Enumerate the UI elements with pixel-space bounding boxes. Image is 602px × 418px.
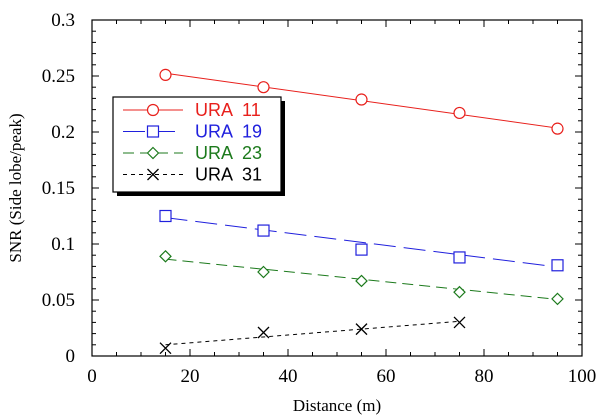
- y-tick-labels: 0 0.05 0.1 0.15 0.2 0.25 0.3: [42, 10, 75, 367]
- legend-label-ura-11: URA 11: [195, 100, 261, 120]
- data-point-ura-23: [159, 249, 172, 263]
- x-tick-label: 100: [568, 366, 597, 387]
- data-point-ura-11: [159, 68, 172, 81]
- data-point-ura-23: [551, 292, 564, 306]
- data-point-ura-23: [453, 285, 466, 299]
- axis-ticks: [91, 19, 583, 357]
- x-tick-label: 20: [181, 366, 200, 387]
- data-point-ura-11: [453, 106, 466, 120]
- legend-box: [112, 96, 282, 193]
- x-axis-label: Distance (m): [293, 396, 381, 415]
- data-point-ura-11: [257, 81, 270, 94]
- data-point-ura-19: [355, 243, 368, 256]
- legend-label-ura-23: URA 23: [195, 143, 262, 163]
- y-axis-label: SNR (Side lobe/peak): [6, 113, 25, 262]
- series-line-ura-31: [165, 320, 460, 346]
- series-line-ura-19: [165, 217, 558, 268]
- data-point-ura-23: [257, 265, 270, 279]
- x-tick-label: 60: [377, 366, 396, 387]
- data-point-ura-31: [355, 323, 368, 336]
- data-point-ura-23: [355, 274, 368, 288]
- data-point-ura-11: [551, 122, 564, 135]
- legend-marker-ura-11: [146, 103, 160, 117]
- data-point-ura-31: [453, 316, 466, 329]
- x-tick-label: 40: [279, 366, 298, 387]
- legend-label-ura-19: URA 19: [195, 122, 262, 142]
- y-tick-label: 0.3: [51, 10, 75, 31]
- legend-marker-ura-31: [147, 168, 159, 181]
- data-point-ura-19: [159, 209, 172, 223]
- legend-marker-ura-23: [146, 146, 160, 160]
- y-tick-label: 0.15: [42, 178, 75, 199]
- data-point-ura-19: [453, 251, 466, 264]
- data-point-ura-19: [257, 224, 270, 237]
- y-tick-label: 0: [66, 346, 76, 367]
- x-tick-label: 0: [87, 366, 97, 387]
- x-tick-label: 80: [475, 366, 494, 387]
- data-point-ura-19: [551, 259, 564, 272]
- legend-label-ura-31: URA 31: [195, 165, 262, 185]
- data-point-ura-31: [257, 326, 270, 339]
- y-tick-label: 0.2: [51, 122, 75, 143]
- y-tick-label: 0.25: [42, 66, 75, 87]
- y-tick-label: 0.1: [51, 234, 75, 255]
- legend-marker-ura-19: [146, 125, 160, 138]
- data-point-ura-11: [355, 93, 368, 106]
- y-tick-label: 0.05: [42, 290, 75, 311]
- series-markers: [159, 68, 564, 355]
- x-tick-labels: 0 20 40 60 80 100: [87, 366, 596, 387]
- data-point-ura-31: [159, 342, 172, 355]
